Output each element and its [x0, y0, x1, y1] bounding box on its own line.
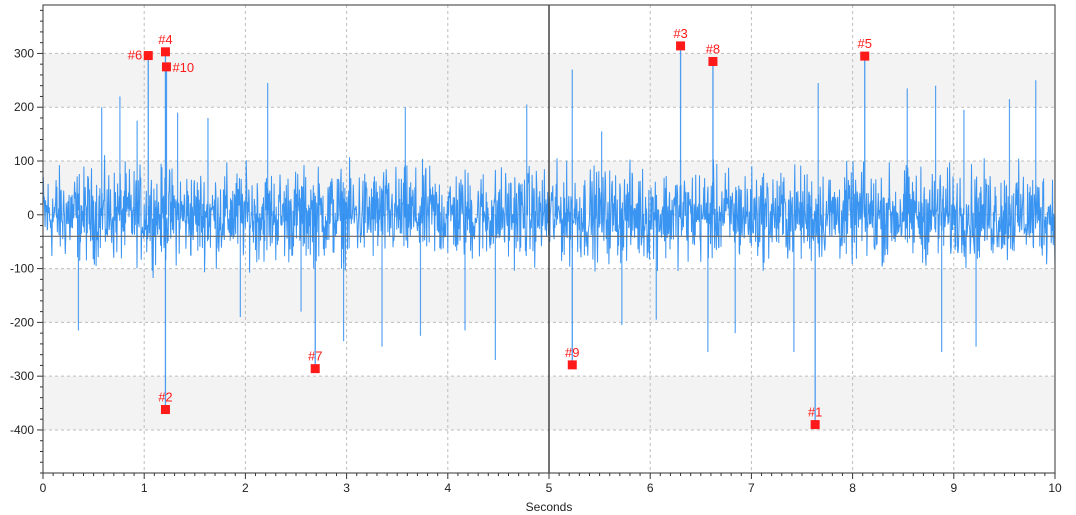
- peak-label: #7: [308, 349, 322, 364]
- y-tick-label: -400: [10, 423, 34, 437]
- peak-marker: [567, 360, 577, 370]
- peak-marker: [310, 364, 320, 374]
- peak-label: #8: [706, 41, 720, 56]
- peak-marker: [860, 51, 870, 61]
- peak-label: #2: [158, 390, 172, 405]
- peak-label: #9: [565, 345, 579, 360]
- peak-label: #10: [172, 60, 194, 75]
- peak-label: #5: [858, 36, 872, 51]
- y-tick-label: -200: [10, 315, 34, 329]
- x-tick-label: 6: [647, 481, 654, 495]
- peak-marker: [708, 56, 718, 66]
- peak-marker: [160, 47, 170, 57]
- x-axis-title: Seconds: [526, 500, 573, 514]
- peak-markers: #1 #2 #3 #4 #5 #6 #7 #8 #9 #10: [128, 26, 872, 430]
- signal-trace: [42, 45, 1056, 425]
- peak-label: #1: [808, 405, 822, 420]
- peak-marker: [161, 62, 171, 72]
- x-tick-label: 3: [343, 481, 350, 495]
- x-tick-label: 10: [1048, 481, 1062, 495]
- y-tick-label: 200: [14, 100, 34, 114]
- cursor-layer: [43, 5, 1055, 473]
- y-tick-label: -300: [10, 369, 34, 383]
- x-tick-label: 8: [849, 481, 856, 495]
- peak-marker: [160, 405, 170, 415]
- peak-label: #6: [128, 48, 142, 63]
- x-tick-label: 5: [546, 481, 553, 495]
- y-tick-label: -100: [10, 262, 34, 276]
- peak-marker: [810, 420, 820, 430]
- peak-label: #4: [158, 32, 172, 47]
- peak-label: #3: [673, 26, 687, 41]
- x-tick-label: 9: [950, 481, 957, 495]
- x-tick-label: 4: [444, 481, 451, 495]
- x-tick-label: 1: [141, 481, 148, 495]
- y-tick-label: 100: [14, 154, 34, 168]
- x-tick-label: 0: [40, 481, 47, 495]
- peak-marker: [143, 51, 153, 61]
- axes: 300 200 100 0 -100 -200 -300 -400 0 1 2 3 4 5 6 7 8 9 10: [10, 9, 1062, 495]
- y-tick-label: 300: [14, 46, 34, 60]
- x-tick-label: 2: [242, 481, 249, 495]
- peak-marker: [676, 41, 686, 51]
- y-tick-label: 0: [27, 208, 34, 222]
- x-tick-label: 7: [748, 481, 755, 495]
